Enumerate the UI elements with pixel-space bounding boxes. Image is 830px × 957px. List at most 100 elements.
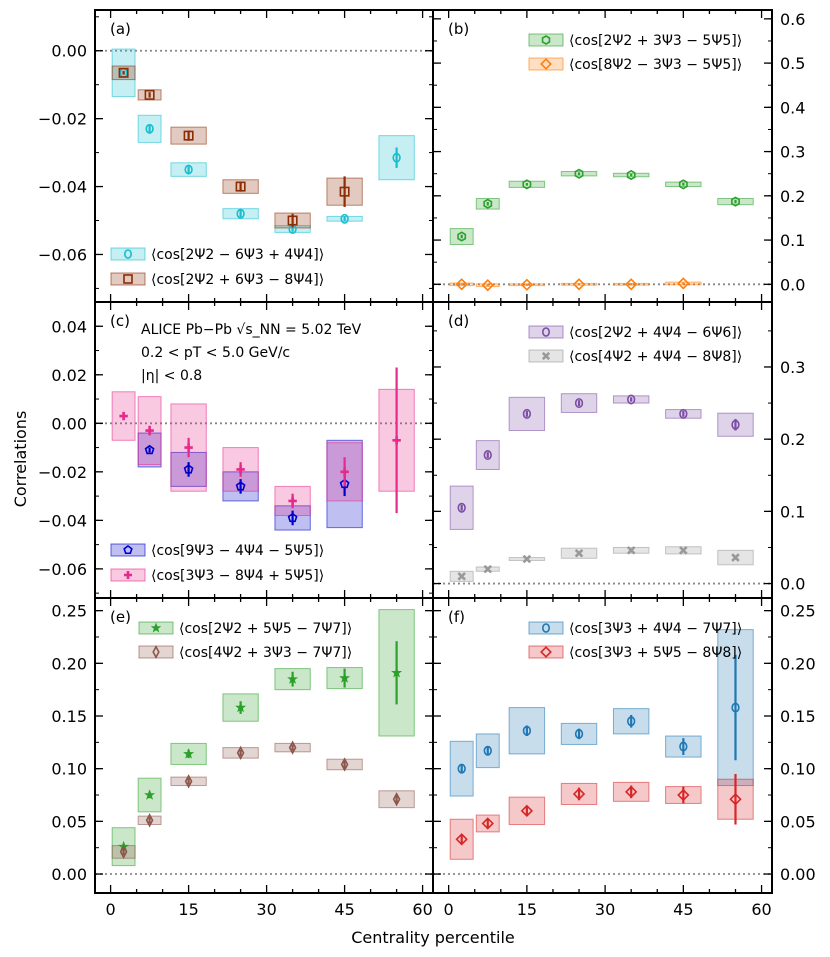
y-tick-label: 0.00 [51, 414, 87, 433]
plot-area [433, 629, 772, 875]
y-tick-label: 0.20 [780, 654, 816, 673]
data-point [235, 701, 247, 713]
data-point [572, 278, 586, 291]
y-tick-label: 0.05 [51, 812, 87, 831]
data-point [457, 763, 466, 774]
data-point [729, 793, 742, 806]
y-tick-label: 0.0 [780, 575, 805, 594]
data-point [183, 130, 194, 141]
y-tick-label: 0.0 [780, 275, 805, 294]
data-point [731, 553, 740, 562]
data-point [119, 844, 128, 860]
data-point [236, 465, 245, 474]
data-point [574, 398, 584, 409]
data-point [626, 169, 636, 181]
legend-swatch [110, 272, 146, 286]
panel-e: 0.00 0.05 0.10 0.15 0.20 0.25 (e) ⟨cos[2Ψ2 + 5Ψ… [51, 597, 434, 919]
panel-b: 0.0 0.1 0.2 0.3 0.4 0.5 0.6 (b) ⟨cos[2Ψ2 + 3Ψ3 −… [432, 9, 805, 303]
x-tick-label: 60 [751, 900, 771, 919]
data-point [288, 496, 297, 506]
data-point [339, 672, 351, 683]
y-tick-label: 0.15 [51, 707, 87, 726]
y-tick-label: 0.4 [780, 98, 805, 117]
legend-marker [540, 58, 552, 70]
data-point [679, 408, 688, 419]
x-tick-label: 0 [106, 900, 116, 919]
x-tick-label: 15 [178, 900, 198, 919]
data-point [731, 196, 740, 207]
legend-swatch [528, 325, 564, 339]
y-tick-label: −0.06 [38, 560, 87, 579]
data-point [627, 716, 636, 727]
data-point [483, 564, 493, 574]
data-point [391, 666, 403, 678]
data-point [144, 444, 155, 455]
legend-marker [540, 646, 552, 658]
y-tick-label: 0.3 [780, 143, 805, 162]
legend-swatch [528, 33, 564, 47]
panel-label: (d) [448, 312, 469, 330]
data-point [184, 774, 193, 789]
y-tick-label: −0.02 [38, 110, 87, 129]
data-point [455, 833, 468, 846]
y-tick-label: 0.05 [780, 812, 816, 831]
panel-a: 0.00 −0.02 −0.04 −0.06 (a) ⟨cos[2Ψ2 − 6Ψ3 + 4… [38, 9, 434, 303]
y-tick-label: 0.10 [51, 760, 87, 779]
y-axis-title: Correlations [11, 411, 30, 508]
data-point [340, 213, 349, 224]
panel-frame [432, 597, 773, 894]
legend-label: ⟨cos[3Ψ3 + 5Ψ5 − 8Ψ8]⟩ [569, 645, 742, 661]
y-tick-label: 0.5 [780, 54, 805, 73]
legend-swatch [110, 543, 146, 557]
y-tick-label: 0.02 [51, 366, 87, 385]
panel-label: (c) [110, 312, 130, 330]
legend-marker [123, 545, 133, 555]
data-point [625, 785, 638, 799]
data-point [455, 278, 468, 291]
data-point [144, 789, 156, 800]
data-point [392, 436, 401, 445]
legend-label: ⟨cos[8Ψ2 − 3Ψ3 − 5Ψ5]⟩ [569, 57, 742, 73]
data-point [522, 408, 532, 419]
legend-label: ⟨cos[3Ψ3 − 8Ψ4 + 5Ψ5]⟩ [151, 568, 324, 584]
data-point [119, 411, 128, 421]
data-point [481, 279, 494, 292]
data-point [483, 198, 493, 209]
y-tick-label: 0.6 [780, 10, 805, 29]
data-point [481, 817, 494, 830]
data-point [145, 426, 154, 435]
legend-label: ⟨cos[2Ψ2 + 3Ψ3 − 5Ψ5]⟩ [569, 33, 742, 49]
x-axis-title: Centrality percentile [351, 928, 515, 947]
y-tick-label: 0.00 [51, 42, 87, 61]
legend-marker [152, 645, 160, 659]
data-point [731, 419, 740, 430]
data-point [118, 67, 129, 78]
plot-area [433, 393, 772, 585]
panel-c: 0.04 0.02 0.00 −0.02 −0.04 −0.06 (c) ⟨cos[9Ψ3 −… [38, 301, 434, 599]
data-point [145, 123, 154, 134]
data-point [520, 804, 534, 817]
panel-label: (a) [110, 20, 131, 38]
data-point [627, 394, 636, 405]
x-tick-label: 30 [595, 900, 615, 919]
x-tick-label: 30 [256, 900, 276, 919]
data-point [574, 548, 584, 558]
y-tick-label: 0.3 [780, 358, 805, 377]
legend-label: ⟨cos[4Ψ2 + 3Ψ3 − 7Ψ7]⟩ [179, 645, 352, 661]
y-tick-label: 0.25 [51, 602, 87, 621]
data-point [287, 215, 298, 226]
data-point [287, 512, 298, 523]
data-point [457, 231, 467, 242]
y-tick-label: 0.04 [51, 317, 87, 336]
data-point [339, 186, 350, 197]
legend-marker [123, 274, 133, 284]
legend-swatch [528, 621, 564, 635]
legend-label: ⟨cos[2Ψ2 + 4Ψ4 − 6Ψ6]⟩ [569, 325, 742, 341]
panel-label: (b) [448, 20, 469, 38]
data-point [392, 792, 401, 807]
data-point [483, 450, 492, 461]
data-point [144, 89, 155, 100]
legend-swatch [528, 57, 564, 71]
x-tick-label: 0 [444, 900, 454, 919]
legend-marker [541, 351, 551, 361]
